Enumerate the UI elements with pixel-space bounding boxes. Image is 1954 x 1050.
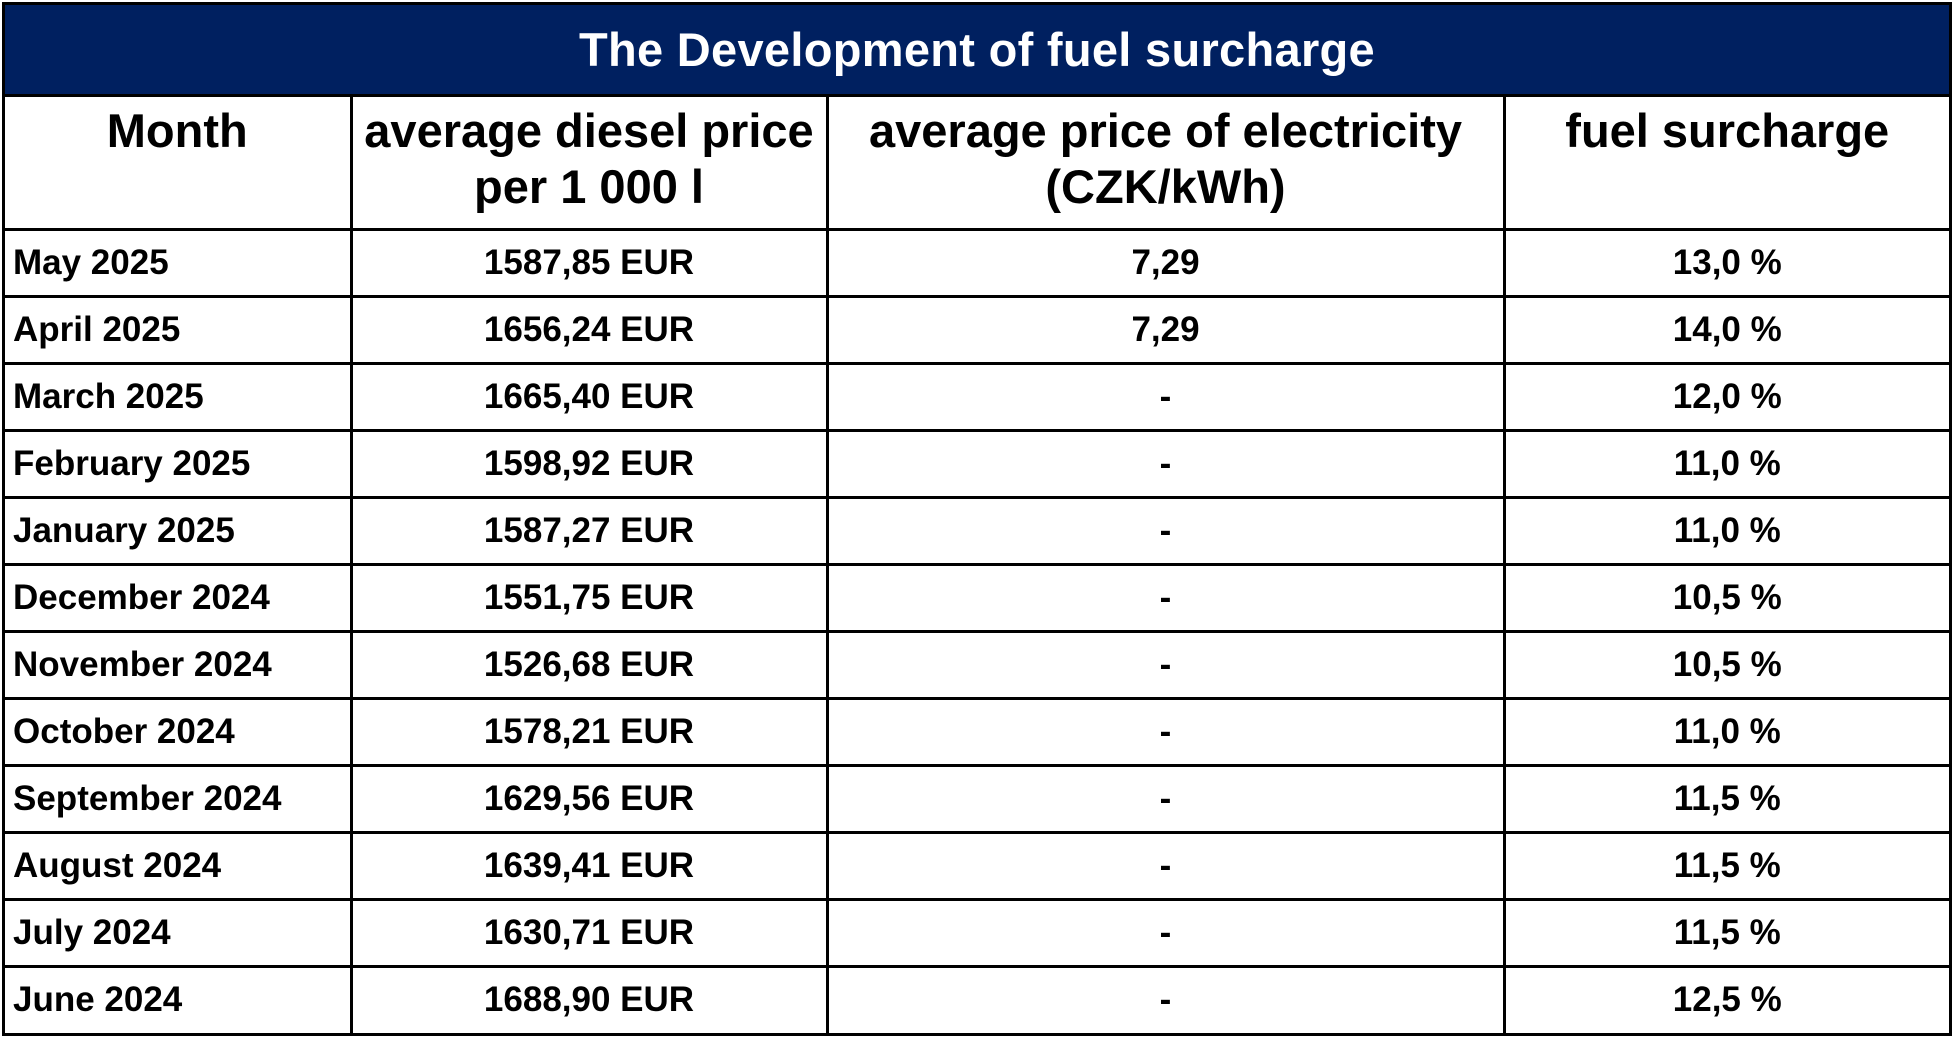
table-row: May 2025 1587,85 EUR 7,29 13,0 % — [5, 229, 1949, 298]
table-row: March 2025 1665,40 EUR - 12,0 % — [5, 363, 1949, 432]
cell-electricity-price: - — [827, 698, 1506, 767]
cell-diesel-price: 1665,40 EUR — [351, 363, 829, 432]
table-row: October 2024 1578,21 EUR - 11,0 % — [5, 698, 1949, 767]
table-row: November 2024 1526,68 EUR - 10,5 % — [5, 631, 1949, 700]
header-electricity-price: average price of electricity (CZK/kWh) — [827, 97, 1506, 231]
cell-month: March 2025 — [5, 363, 353, 432]
cell-electricity-price: - — [827, 966, 1506, 1033]
cell-fuel-surcharge: 11,0 % — [1504, 497, 1949, 566]
header-diesel-line2: per 1 000 l — [474, 160, 704, 213]
cell-diesel-price: 1587,27 EUR — [351, 497, 829, 566]
header-month-label: Month — [106, 104, 248, 157]
header-surcharge-label: fuel surcharge — [1565, 104, 1890, 157]
cell-electricity-price: 7,29 — [827, 296, 1506, 365]
cell-month: January 2025 — [5, 497, 353, 566]
cell-diesel-price: 1688,90 EUR — [351, 966, 829, 1033]
cell-diesel-price: 1526,68 EUR — [351, 631, 829, 700]
cell-fuel-surcharge: 12,0 % — [1504, 363, 1949, 432]
header-diesel-line1: average diesel price — [364, 104, 814, 157]
cell-month: May 2025 — [5, 229, 353, 298]
cell-diesel-price: 1578,21 EUR — [351, 698, 829, 767]
cell-diesel-price: 1629,56 EUR — [351, 765, 829, 834]
cell-electricity-price: - — [827, 497, 1506, 566]
header-fuel-surcharge: fuel surcharge — [1504, 97, 1949, 231]
cell-month: October 2024 — [5, 698, 353, 767]
cell-diesel-price: 1639,41 EUR — [351, 832, 829, 901]
cell-diesel-price: 1587,85 EUR — [351, 229, 829, 298]
cell-fuel-surcharge: 10,5 % — [1504, 631, 1949, 700]
header-electricity-line1: average price of electricity — [868, 104, 1463, 157]
cell-diesel-price: 1656,24 EUR — [351, 296, 829, 365]
cell-month: September 2024 — [5, 765, 353, 834]
cell-electricity-price: 7,29 — [827, 229, 1506, 298]
table-row: February 2025 1598,92 EUR - 11,0 % — [5, 430, 1949, 499]
cell-diesel-price: 1551,75 EUR — [351, 564, 829, 633]
cell-electricity-price: - — [827, 631, 1506, 700]
cell-electricity-price: - — [827, 765, 1506, 834]
cell-fuel-surcharge: 11,5 % — [1504, 832, 1949, 901]
table-title: The Development of fuel surcharge — [5, 5, 1949, 97]
cell-fuel-surcharge: 14,0 % — [1504, 296, 1949, 365]
cell-electricity-price: - — [827, 832, 1506, 901]
fuel-surcharge-table: Month average diesel price per 1 000 l a… — [5, 97, 1949, 1033]
cell-month: July 2024 — [5, 899, 353, 968]
cell-electricity-price: - — [827, 564, 1506, 633]
header-row: Month average diesel price per 1 000 l a… — [5, 97, 1949, 231]
cell-fuel-surcharge: 11,0 % — [1504, 698, 1949, 767]
cell-month: December 2024 — [5, 564, 353, 633]
cell-month: November 2024 — [5, 631, 353, 700]
cell-electricity-price: - — [827, 363, 1506, 432]
cell-fuel-surcharge: 11,0 % — [1504, 430, 1949, 499]
header-diesel-price: average diesel price per 1 000 l — [351, 97, 829, 231]
cell-diesel-price: 1598,92 EUR — [351, 430, 829, 499]
cell-fuel-surcharge: 12,5 % — [1672, 980, 1782, 1020]
cell-electricity-price: - — [827, 430, 1506, 499]
cell-month: August 2024 — [5, 832, 353, 901]
cell-month: February 2025 — [5, 430, 353, 499]
cell-month: April 2025 — [5, 296, 353, 365]
table-row: September 2024 1629,56 EUR - 11,5 % — [5, 765, 1949, 834]
table-row: April 2025 1656,24 EUR 7,29 14,0 % — [5, 296, 1949, 365]
cell-month: June 2024 — [5, 966, 353, 1033]
table-row: August 2024 1639,41 EUR - 11,5 % — [5, 832, 1949, 901]
cell-fuel-surcharge: 13,0 % — [1504, 229, 1949, 298]
cell-diesel-price: 1630,71 EUR — [351, 899, 829, 968]
cell-fuel-surcharge: 11,5 % — [1504, 765, 1949, 834]
cell-fuel-surcharge: 10,5 % — [1504, 564, 1949, 633]
cell-fuel-surcharge: 11,5 % — [1504, 899, 1949, 968]
table-row: January 2025 1587,27 EUR - 11,0 % — [5, 497, 1949, 566]
table-row: June 2024 1688,90 EUR - 12,5 % — [5, 966, 1949, 1033]
header-electricity-line2: (CZK/kWh) — [1045, 160, 1286, 213]
cell-electricity-price: - — [827, 899, 1506, 968]
header-month: Month — [5, 97, 353, 231]
table-row: July 2024 1630,71 EUR - 11,5 % — [5, 899, 1949, 968]
table-row: December 2024 1551,75 EUR - 10,5 % — [5, 564, 1949, 633]
